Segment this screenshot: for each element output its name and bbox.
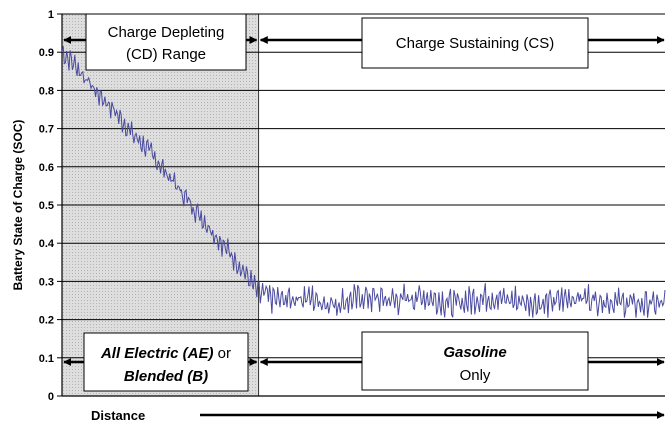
ae-label-line1: All Electric (AE) or bbox=[100, 345, 231, 362]
y-tick-label: 0.6 bbox=[39, 162, 54, 174]
y-tick-label: 0.5 bbox=[39, 200, 54, 212]
y-tick-label: 0.8 bbox=[39, 85, 54, 97]
y-tick-label: 0.1 bbox=[39, 353, 54, 365]
y-tick-label: 0.3 bbox=[39, 276, 54, 288]
y-tick-label: 0.7 bbox=[39, 124, 54, 136]
cd-range-label-line2: (CD) Range bbox=[126, 46, 206, 63]
cs-box bbox=[361, 17, 589, 69]
x-axis-label: Distance bbox=[91, 408, 145, 423]
gasoline-label-line2: Only bbox=[460, 367, 491, 384]
gasoline-label-line1: Gasoline bbox=[443, 344, 506, 361]
soc-series-line bbox=[61, 46, 666, 318]
ae-label-bold: All Electric (AE) bbox=[100, 345, 214, 362]
y-tick-label: 0.2 bbox=[39, 315, 54, 327]
ae-box bbox=[83, 332, 249, 392]
y-tick-label: 0.9 bbox=[39, 47, 54, 59]
gasoline-box bbox=[361, 331, 589, 391]
ae-label-or: or bbox=[214, 345, 232, 362]
y-tick-label: 1 bbox=[48, 9, 54, 21]
ae-label-line2: Blended (B) bbox=[124, 368, 208, 385]
y-tick-label: 0 bbox=[48, 391, 54, 403]
cs-label: Charge Sustaining (CS) bbox=[396, 35, 554, 52]
cd-range-label-line1: Charge Depleting bbox=[108, 24, 225, 41]
y-axis-label: Battery State of Charge (SOC) bbox=[11, 120, 25, 291]
cd-range-box bbox=[85, 13, 247, 71]
y-tick-label: 0.4 bbox=[39, 238, 55, 250]
